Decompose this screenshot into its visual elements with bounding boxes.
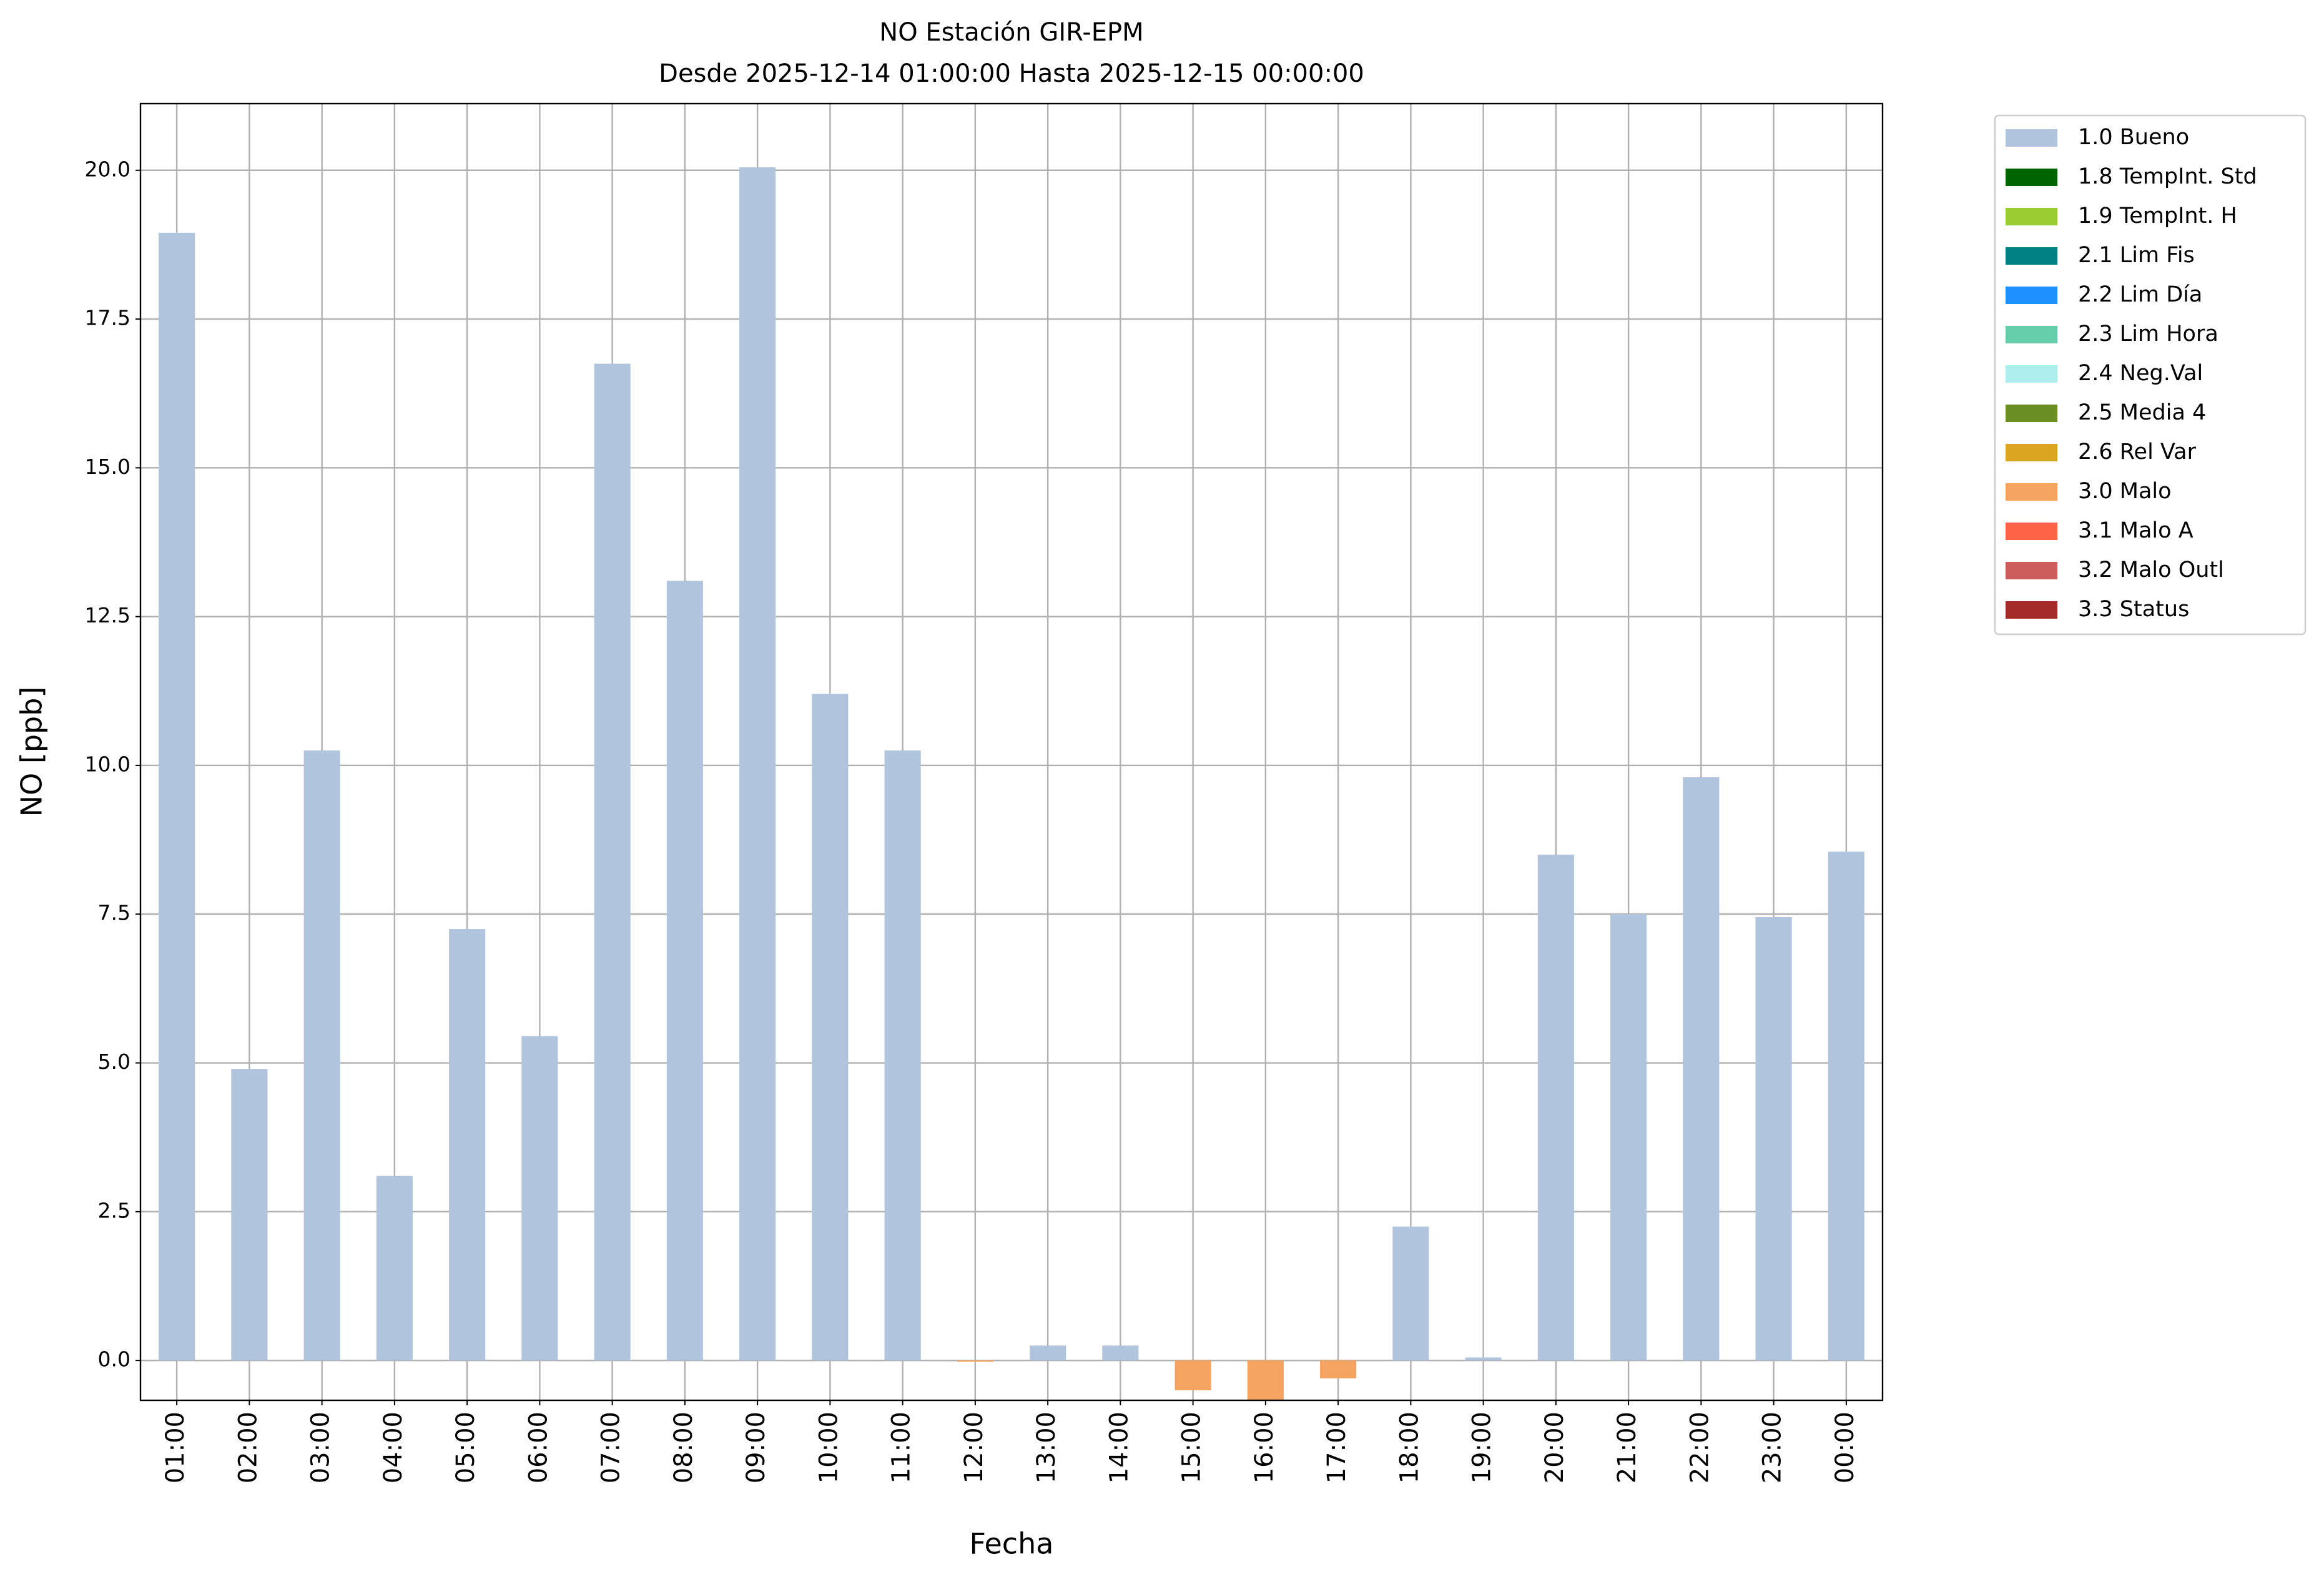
legend-label: 3.3 Status: [2078, 597, 2189, 622]
bar: [159, 232, 195, 1361]
bar: [957, 1360, 993, 1362]
bars: [159, 167, 1864, 1400]
bar: [1174, 1360, 1211, 1390]
legend-label: 2.3 Lim Hora: [2078, 322, 2218, 346]
x-tick-label: 06:00: [524, 1412, 553, 1483]
x-tick-label: 13:00: [1032, 1412, 1061, 1483]
legend-swatch: [2006, 483, 2057, 501]
bar: [594, 363, 631, 1361]
legend-label: 2.4 Neg.Val: [2078, 361, 2203, 386]
x-axis-label: Fecha: [970, 1527, 1054, 1561]
legend-label: 3.2 Malo Outl: [2078, 558, 2224, 582]
bar: [303, 750, 340, 1361]
y-axis-label: NO [ppb]: [15, 687, 49, 817]
y-tick-label: 2.5: [98, 1198, 130, 1222]
chart-title: NO Estación GIR-EPM: [879, 18, 1143, 47]
ticks: 0.0 2.5 5.0 7.5 10.0 12.5 15.0 17.5 20.0 01:00 02:…: [85, 157, 1859, 1483]
bar: [1755, 917, 1792, 1361]
legend-label: 2.2 Lim Día: [2078, 282, 2202, 307]
legend-label: 2.6 Rel Var: [2078, 440, 2197, 464]
x-tick-label: 00:00: [1831, 1412, 1859, 1483]
legend-swatch: [2006, 287, 2057, 304]
legend-swatch: [2006, 405, 2057, 422]
y-tick-label: 20.0: [85, 157, 130, 181]
legend-swatch: [2006, 365, 2057, 383]
x-tick-label: 18:00: [1395, 1412, 1424, 1483]
legend-label: 1.9 TempInt. H: [2078, 204, 2237, 228]
legend-swatch: [2006, 601, 2057, 619]
legend-label: 3.1 Malo A: [2078, 518, 2194, 543]
x-tick-label: 08:00: [669, 1412, 698, 1483]
bar: [1828, 852, 1864, 1361]
bar: [666, 581, 703, 1361]
bar: [376, 1176, 413, 1361]
y-tick-label: 7.5: [98, 901, 130, 925]
y-tick-label: 5.0: [98, 1049, 130, 1074]
x-tick-label: 21:00: [1613, 1412, 1642, 1483]
legend-label: 1.0 Bueno: [2078, 125, 2189, 150]
legend: [1994, 114, 2307, 636]
bar: [1102, 1345, 1139, 1361]
x-tick-label: 09:00: [742, 1412, 771, 1483]
x-tick-label: 16:00: [1250, 1412, 1279, 1483]
x-tick-label: 17:00: [1322, 1412, 1351, 1483]
legend-swatch: [2006, 523, 2057, 540]
x-tick-label: 01:00: [161, 1412, 190, 1483]
legend-label: 1.8 TempInt. Std: [2078, 164, 2257, 189]
x-tick-label: 19:00: [1468, 1412, 1497, 1483]
legend-swatch: [2006, 208, 2057, 225]
legend-label: 2.1 Lim Fis: [2078, 243, 2195, 268]
legend-swatch: [2006, 326, 2057, 343]
legend-swatch: [2006, 169, 2057, 186]
legend-swatch: [2006, 129, 2057, 147]
y-tick-label: 15.0: [85, 454, 130, 479]
bar: [739, 167, 776, 1361]
x-tick-label: 15:00: [1178, 1412, 1206, 1483]
legend-swatch: [2006, 562, 2057, 579]
chart-subtitle: Desde 2025-12-14 01:00:00 Hasta 2025-12-…: [659, 59, 1364, 88]
y-tick-label: 12.5: [85, 603, 130, 627]
x-tick-label: 05:00: [451, 1412, 480, 1483]
bar: [884, 750, 921, 1361]
legend-label: 3.0 Malo: [2078, 479, 2172, 504]
bar: [812, 694, 849, 1361]
bar: [1683, 777, 1720, 1361]
x-tick-label: 02:00: [234, 1412, 262, 1483]
legend-label: 2.5 Media 4: [2078, 400, 2206, 425]
x-tick-label: 23:00: [1758, 1412, 1787, 1483]
legend-swatch: [2006, 247, 2057, 265]
bar: [1392, 1226, 1429, 1361]
x-tick-label: 10:00: [814, 1412, 843, 1483]
x-tick-label: 12:00: [960, 1412, 988, 1483]
x-tick-label: 22:00: [1685, 1412, 1714, 1483]
plot-frame: [139, 102, 1884, 1402]
y-tick-label: 0.0: [98, 1347, 130, 1372]
bar: [231, 1069, 268, 1361]
x-tick-label: 20:00: [1540, 1412, 1569, 1483]
bar: [521, 1036, 558, 1361]
bar: [1247, 1360, 1284, 1400]
x-tick-label: 04:00: [379, 1412, 408, 1483]
x-tick-label: 11:00: [887, 1412, 916, 1483]
bar: [1537, 854, 1574, 1361]
bar: [1465, 1357, 1502, 1361]
x-tick-label: 03:00: [307, 1412, 335, 1483]
legend-swatch: [2006, 444, 2057, 461]
x-tick-label: 14:00: [1105, 1412, 1133, 1483]
y-tick-label: 10.0: [85, 752, 130, 776]
bar: [1610, 914, 1647, 1361]
bar: [449, 929, 486, 1361]
x-tick-label: 07:00: [597, 1412, 626, 1483]
bar: [1320, 1360, 1357, 1378]
bar: [1030, 1345, 1066, 1361]
y-tick-label: 17.5: [85, 306, 130, 330]
legend-entries: 1.0 Bueno 1.8 TempInt. Std 1.9 TempInt. H 2…: [2006, 125, 2257, 622]
